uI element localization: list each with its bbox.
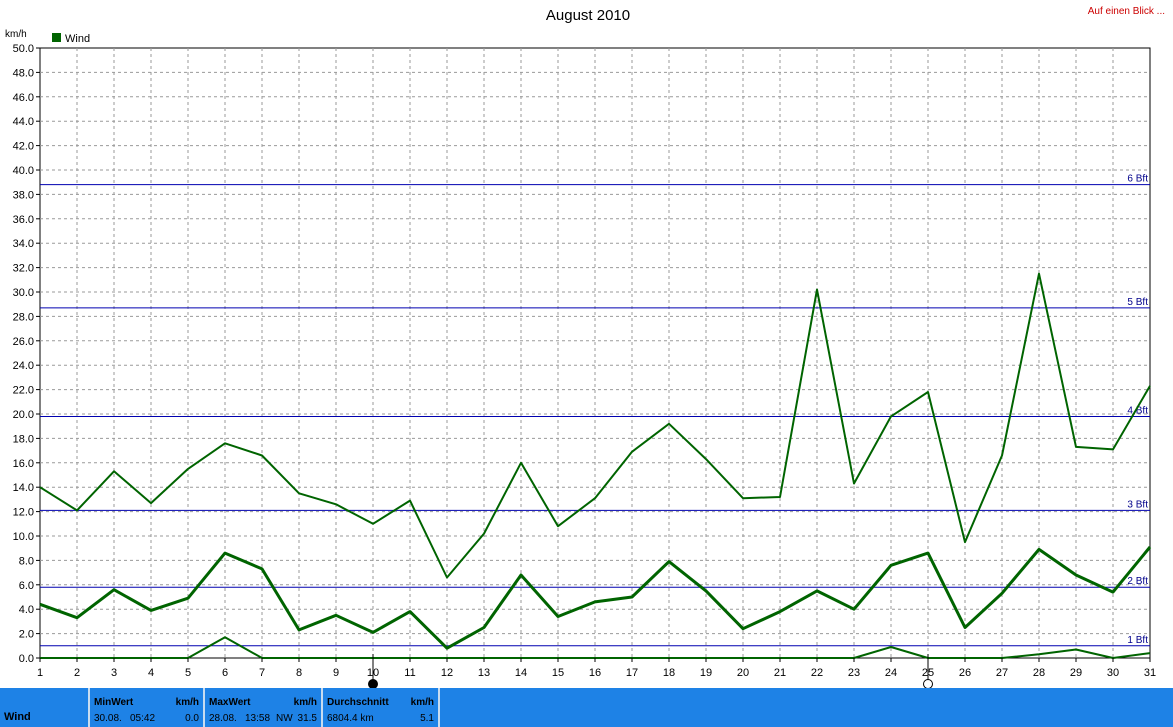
beaufort-label: 6 Bft	[1127, 174, 1148, 185]
x-tick-label: 15	[552, 667, 564, 679]
y-tick-label: 16.0	[13, 458, 34, 470]
max-direction: NW	[276, 713, 293, 724]
y-tick-label: 50.0	[13, 43, 34, 55]
x-tick-label: 30	[1107, 667, 1119, 679]
x-tick-label: 6	[222, 667, 228, 679]
beaufort-label: 1 Bft	[1127, 635, 1148, 646]
legend-swatch	[52, 33, 61, 42]
min-value: 0.0	[185, 713, 199, 724]
max-header: MaxWert	[209, 697, 251, 708]
legend-label: Wind	[65, 33, 90, 45]
y-axis-unit: km/h	[5, 29, 27, 40]
x-tick-label: 21	[774, 667, 786, 679]
x-tick-label: 26	[959, 667, 971, 679]
y-tick-label: 6.0	[19, 580, 34, 592]
y-tick-label: 30.0	[13, 287, 34, 299]
y-tick-label: 28.0	[13, 311, 34, 323]
y-tick-label: 18.0	[13, 433, 34, 445]
x-tick-label: 29	[1070, 667, 1082, 679]
chart-title: August 2010	[546, 7, 630, 24]
series-line-max	[39, 272, 1151, 579]
x-tick-label: 4	[148, 667, 154, 679]
x-tick-label: 5	[185, 667, 191, 679]
beaufort-label: 4 Bft	[1127, 405, 1148, 416]
x-tick-label: 17	[626, 667, 638, 679]
avg-cell: Durchschnitt km/h 6804.4 km 5.1	[323, 688, 440, 727]
y-tick-label: 8.0	[19, 555, 34, 567]
y-tick-label: 12.0	[13, 507, 34, 519]
summary-bar: Wind MinWert km/h 30.08. 05:42 0.0 MaxWe…	[0, 688, 1173, 727]
x-tick-label: 3	[111, 667, 117, 679]
x-tick-label: 31	[1144, 667, 1156, 679]
x-tick-labels: 1 2 3 4 5 6 7 8 9 10 11 12 13 14 15 16 17 18 19 20 21 22 23 24 2…	[37, 658, 1156, 679]
x-tick-label: 24	[885, 667, 897, 679]
full-moon-icon	[923, 679, 933, 688]
x-tick-label: 16	[589, 667, 601, 679]
y-tick-label: 26.0	[13, 336, 34, 348]
summary-row-label-cell: Wind	[0, 688, 90, 727]
x-tick-label: 23	[848, 667, 860, 679]
x-tick-label: 12	[441, 667, 453, 679]
avg-value: 5.1	[420, 713, 434, 724]
max-unit: km/h	[293, 697, 317, 708]
moon-markers	[368, 654, 933, 688]
wind-chart: August 2010 km/h Wind 1 Bft 2 Bft 3 Bft 4 B…	[5, 7, 1156, 688]
y-tick-label: 0.0	[19, 653, 34, 665]
y-tick-label: 22.0	[13, 385, 34, 397]
avg-header: Durchschnitt	[327, 697, 389, 708]
min-cell: MinWert km/h 30.08. 05:42 0.0	[90, 688, 205, 727]
avg-unit: km/h	[410, 697, 434, 708]
y-tick-label: 20.0	[13, 409, 34, 421]
x-tick-label: 8	[296, 667, 302, 679]
avg-distance: 6804.4 km	[327, 713, 374, 724]
x-tick-label: 18	[663, 667, 675, 679]
min-time: 05:42	[130, 713, 156, 724]
y-tick-label: 48.0	[13, 67, 34, 79]
min-header: MinWert	[94, 697, 134, 708]
y-tick-label: 46.0	[13, 92, 34, 104]
min-unit: km/h	[175, 697, 199, 708]
y-tick-label: 32.0	[13, 263, 34, 275]
series-line-average	[39, 546, 1152, 650]
y-tick-label: 14.0	[13, 482, 34, 494]
y-tick-label: 40.0	[13, 165, 34, 177]
y-tick-label: 2.0	[19, 629, 34, 641]
beaufort-label: 3 Bft	[1127, 499, 1148, 510]
overview-link[interactable]: Auf einen Blick ...	[1087, 6, 1165, 17]
summary-row-label: Wind	[4, 711, 31, 723]
x-tick-label: 19	[700, 667, 712, 679]
x-tick-label: 9	[333, 667, 339, 679]
x-tick-label: 7	[259, 667, 265, 679]
x-tick-label: 27	[996, 667, 1008, 679]
y-tick-label: 24.0	[13, 360, 34, 372]
max-date: 28.08.	[209, 713, 237, 724]
x-tick-label: 11	[404, 667, 415, 679]
y-tick-label: 44.0	[13, 116, 34, 128]
x-tick-label: 13	[478, 667, 490, 679]
beaufort-label: 5 Bft	[1127, 297, 1148, 308]
x-tick-label: 2	[74, 667, 80, 679]
max-cell: MaxWert km/h 28.08. 13:58 NW 31.5	[205, 688, 323, 727]
plot-area	[39, 47, 1151, 659]
y-tick-label: 4.0	[19, 604, 34, 616]
y-tick-labels: 0.0 2.0 4.0 6.0 8.0 10.0 12.0 14.0 16.0 18.0 20.0 2…	[13, 43, 40, 665]
x-tick-label: 14	[515, 667, 527, 679]
max-value: 31.5	[297, 713, 317, 724]
y-tick-label: 38.0	[13, 189, 34, 201]
x-tick-label: 20	[737, 667, 749, 679]
beaufort-label: 2 Bft	[1127, 576, 1148, 587]
y-tick-label: 10.0	[13, 531, 34, 543]
x-tick-label: 1	[37, 667, 43, 679]
grid	[39, 47, 1151, 659]
y-tick-label: 42.0	[13, 141, 34, 153]
min-date: 30.08.	[94, 713, 122, 724]
max-time: 13:58	[245, 713, 271, 724]
y-tick-label: 36.0	[13, 214, 34, 226]
beaufort-lines: 1 Bft 2 Bft 3 Bft 4 Bft 5 Bft 6 Bft	[40, 174, 1150, 647]
new-moon-icon	[368, 679, 378, 688]
y-tick-label: 34.0	[13, 238, 34, 250]
x-tick-label: 28	[1033, 667, 1045, 679]
x-tick-label: 22	[811, 667, 823, 679]
